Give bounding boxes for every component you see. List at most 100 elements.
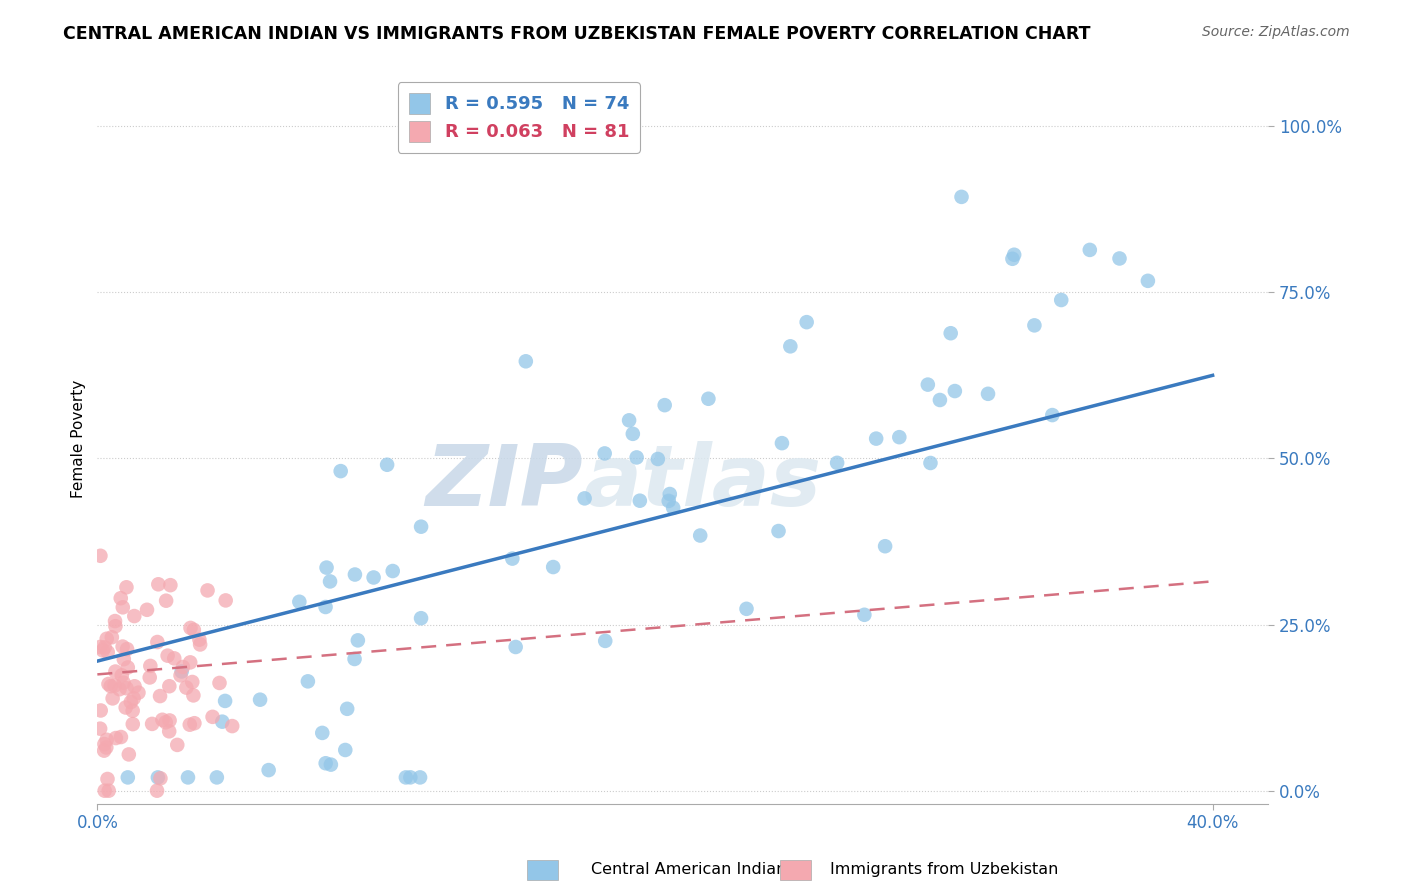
Point xyxy=(91,643,114,657)
Point xyxy=(188,632,211,647)
Point xyxy=(157,724,180,739)
Point xyxy=(89,722,111,736)
Point xyxy=(1078,243,1101,257)
Point xyxy=(96,732,118,747)
Point xyxy=(101,630,124,644)
Point xyxy=(170,665,193,679)
Point xyxy=(159,714,181,728)
Point xyxy=(735,602,758,616)
Point xyxy=(112,652,135,666)
Point xyxy=(950,190,973,204)
Point xyxy=(104,614,127,628)
Point xyxy=(395,771,418,785)
Point xyxy=(574,491,596,506)
Point xyxy=(141,717,163,731)
Point xyxy=(138,670,160,684)
Point xyxy=(176,681,198,695)
Text: CENTRAL AMERICAN INDIAN VS IMMIGRANTS FROM UZBEKISTAN FEMALE POVERTY CORRELATION: CENTRAL AMERICAN INDIAN VS IMMIGRANTS FR… xyxy=(63,25,1091,43)
Point xyxy=(122,691,145,706)
Point xyxy=(1108,252,1130,266)
Point xyxy=(100,679,122,693)
Point xyxy=(139,659,162,673)
Point xyxy=(179,656,201,670)
Point xyxy=(796,315,818,329)
Point xyxy=(155,593,177,607)
Point xyxy=(319,574,342,589)
Point xyxy=(150,713,173,727)
Point xyxy=(1040,408,1063,422)
Point xyxy=(221,719,243,733)
Point xyxy=(505,640,527,654)
Point xyxy=(1024,318,1046,333)
Point xyxy=(628,493,651,508)
Point xyxy=(148,577,170,591)
Point xyxy=(110,591,132,606)
Point xyxy=(315,599,337,614)
Point xyxy=(689,528,711,542)
Point xyxy=(1001,252,1024,266)
Text: Central American Indians: Central American Indians xyxy=(591,863,794,877)
Point xyxy=(875,539,897,553)
Point xyxy=(593,446,616,460)
Point xyxy=(249,692,271,706)
Point xyxy=(658,487,681,501)
Point xyxy=(115,681,138,696)
Point xyxy=(101,691,124,706)
Point xyxy=(865,432,887,446)
Point xyxy=(93,744,115,758)
Point xyxy=(155,715,177,730)
Point xyxy=(1002,248,1025,262)
Text: Source: ZipAtlas.com: Source: ZipAtlas.com xyxy=(1202,25,1350,39)
Text: Immigrants from Uzbekistan: Immigrants from Uzbekistan xyxy=(830,863,1057,877)
Point xyxy=(399,770,422,784)
Point xyxy=(257,763,280,777)
Point xyxy=(336,702,359,716)
Point xyxy=(381,564,404,578)
Point xyxy=(853,607,876,622)
Point xyxy=(146,635,169,649)
Point xyxy=(211,714,233,729)
Point xyxy=(188,638,211,652)
Point xyxy=(117,660,139,674)
Point xyxy=(541,560,564,574)
Point xyxy=(93,640,115,655)
Point xyxy=(96,772,118,786)
Point xyxy=(201,710,224,724)
Point xyxy=(111,640,134,654)
Point xyxy=(96,740,118,755)
Point xyxy=(114,700,136,714)
Point xyxy=(515,354,537,368)
Point xyxy=(136,603,159,617)
Point xyxy=(593,634,616,648)
Point xyxy=(288,595,311,609)
Point xyxy=(169,668,191,682)
Text: atlas: atlas xyxy=(583,441,821,524)
Point xyxy=(166,738,188,752)
Point xyxy=(409,771,432,785)
Point xyxy=(662,500,685,515)
Point xyxy=(654,398,676,412)
Point xyxy=(617,413,640,427)
Point xyxy=(97,645,120,659)
Point xyxy=(124,609,146,624)
Point xyxy=(977,386,1000,401)
Point xyxy=(501,551,523,566)
Point xyxy=(297,674,319,689)
Point xyxy=(177,771,200,785)
Point xyxy=(779,339,801,353)
Point xyxy=(112,675,135,690)
Point xyxy=(163,651,186,665)
Point xyxy=(319,757,342,772)
Point xyxy=(917,377,939,392)
Point xyxy=(1050,293,1073,307)
Point xyxy=(311,726,333,740)
Point xyxy=(104,619,127,633)
Point xyxy=(770,436,793,450)
Point xyxy=(149,689,172,703)
Point xyxy=(121,704,143,718)
Point xyxy=(110,730,132,744)
Point xyxy=(315,756,337,771)
Point xyxy=(118,747,141,762)
Point xyxy=(768,524,790,538)
Point xyxy=(108,682,131,697)
